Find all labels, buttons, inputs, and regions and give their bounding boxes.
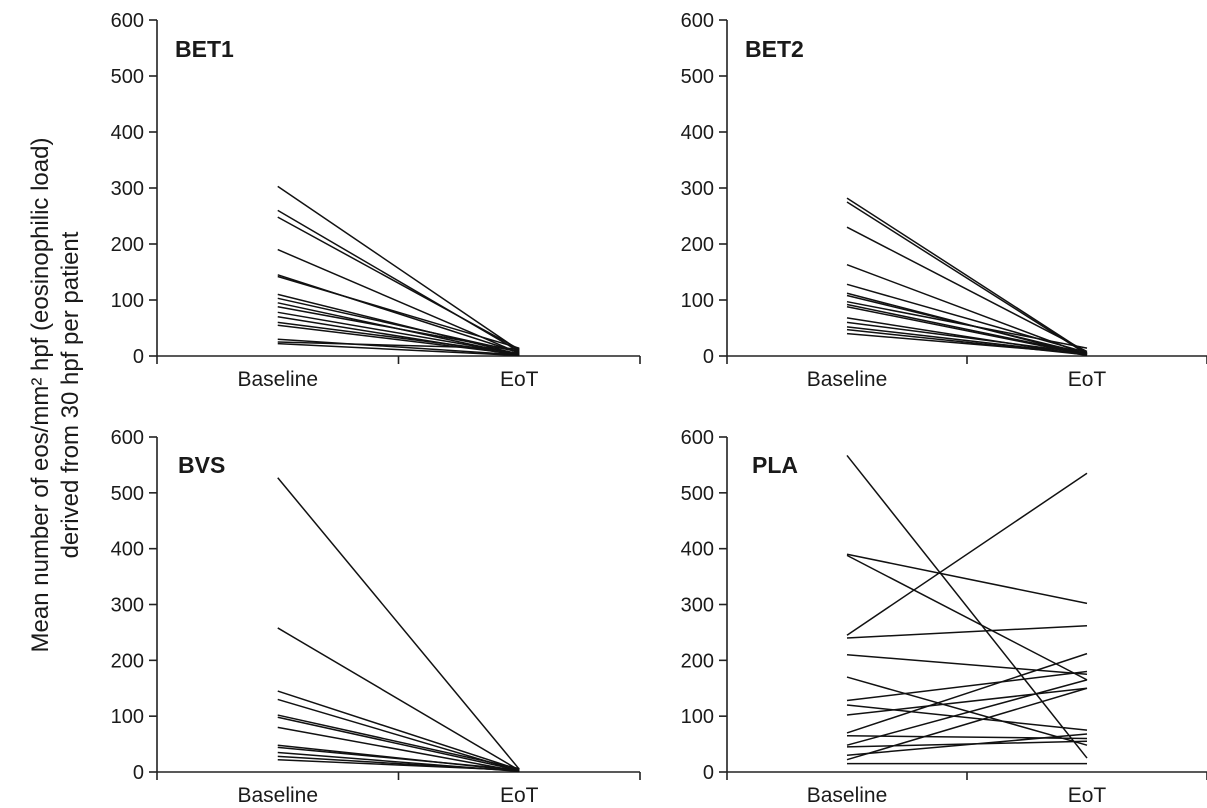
panel-bet1-patient-line (277, 185, 520, 352)
panel-pla-patient-line (846, 654, 1088, 676)
panel-pla-patient-line (846, 704, 1088, 731)
panel-pla-y-tick-label: 400 (681, 539, 714, 561)
panel-pla-patient-line (846, 624, 1088, 639)
panel-bet2-y-tick-label: 600 (681, 10, 714, 32)
panel-pla-x-tick-label: EoT (1068, 784, 1107, 807)
panel-bvs-x-tick-label: Baseline (237, 784, 318, 807)
panel-pla-y-tick-label: 600 (681, 427, 714, 449)
panel-bet1-y-tick-label: 500 (111, 66, 144, 88)
panel-bet1-y-tick-label: 100 (111, 290, 144, 312)
panel-pla-patient-line (846, 472, 1088, 636)
panel-pla-patient-line (846, 670, 1088, 702)
panel-bet2-patient-line (846, 197, 1088, 354)
panel-bvs-patient-line (277, 690, 520, 771)
panel-bet1-title: BET1 (175, 36, 234, 62)
panel-bvs-patient-line (277, 746, 520, 771)
panel-bet2-patient-line (846, 201, 1088, 355)
panel-bvs: 0 100 200 300 400 500 600 Baseline EoT BVS (111, 427, 641, 807)
panel-bvs-title: BVS (178, 452, 225, 478)
panel-bet1-patient-line (277, 324, 520, 356)
panel-bet2-patient-line (846, 283, 1088, 354)
panel-bet1-patient-line (277, 341, 520, 350)
panel-bvs-y-tick-label: 500 (111, 483, 144, 505)
panel-pla-patient-line (846, 687, 1088, 761)
panel-bvs-patient-line (277, 758, 520, 772)
panel-bvs-y-tick-label: 400 (111, 539, 144, 561)
panel-bet2-y-tick-label: 0 (703, 346, 714, 368)
y-axis-title-line2: derived from 30 hpf per patient (57, 231, 84, 558)
panel-bvs-y-tick-label: 300 (111, 595, 144, 617)
panel-pla-patient-line (846, 676, 1088, 746)
panel-bet2-x-tick-label: EoT (1068, 368, 1107, 391)
panel-pla-x-tick-label: Baseline (807, 784, 888, 807)
panel-pla: 0 100 200 300 400 500 600 Baseline EoT PLA (681, 427, 1207, 807)
panel-bet2-patient-line (846, 332, 1088, 355)
panel-bvs-patient-line (277, 716, 520, 772)
panel-bet1-y-tick-label: 400 (111, 122, 144, 144)
panel-bet1-y-tick-label: 600 (111, 10, 144, 32)
panel-bet1-patient-line (277, 275, 520, 349)
panel-bet1-x-tick-label: Baseline (237, 368, 318, 391)
panel-pla-y-tick-label: 300 (681, 595, 714, 617)
panel-bet2-y-tick-label: 300 (681, 178, 714, 200)
panel-bet1-y-tick-label: 200 (111, 234, 144, 256)
panel-pla-patient-line (846, 687, 1088, 716)
panel-pla-patient-line (846, 454, 1088, 759)
panel-pla-patient-line (846, 733, 1088, 756)
panel-bvs-y-tick-label: 200 (111, 650, 144, 672)
panel-pla-patient-line (846, 652, 1088, 734)
panel-bet1-patient-line (277, 305, 520, 352)
panel-pla-patient-line (846, 554, 1088, 681)
panel-bet1-patient-line (277, 216, 520, 350)
panel-bet1-patient-line (277, 209, 520, 353)
panel-bvs-patient-line (277, 627, 520, 771)
panel-pla-y-tick-label: 100 (681, 706, 714, 728)
panel-bet1-patient-line (277, 338, 520, 356)
panel-bet2-y-tick-label: 400 (681, 122, 714, 144)
panel-bet2-patient-line (846, 305, 1088, 356)
panel-bvs-y-tick-label: 100 (111, 706, 144, 728)
panel-bet2-y-tick-label: 200 (681, 234, 714, 256)
panel-pla-patient-line (846, 553, 1088, 605)
panel-bet1-y-tick-label: 0 (133, 346, 144, 368)
panel-bvs-x-tick-label: EoT (500, 784, 539, 807)
panel-pla-y-tick-label: 500 (681, 483, 714, 505)
panel-bet2-y-tick-label: 100 (681, 290, 714, 312)
y-axis-title-line1: Mean number of eos/mm² hpf (eosinophilic… (27, 138, 54, 653)
panel-pla-y-tick-label: 200 (681, 650, 714, 672)
panel-bet2: 0 100 200 300 400 500 600 Baseline EoT BET2 (681, 10, 1207, 391)
panel-pla-patient-line (846, 679, 1088, 746)
panel-bvs-patient-line (277, 726, 520, 773)
panel-bet2-patient-line (846, 300, 1088, 349)
panels: 0 100 200 300 400 500 600 Baseline EoT BET1 0 100 20… (111, 10, 1207, 807)
panel-bet1-patient-line (277, 342, 520, 357)
panel-bet1-x-tick-label: EoT (500, 368, 539, 391)
panel-bet2-x-tick-label: Baseline (807, 368, 888, 391)
panel-bvs-patient-line (277, 714, 520, 770)
panel-bet1: 0 100 200 300 400 500 600 Baseline EoT BET1 (111, 10, 641, 391)
panel-bet2-patient-line (846, 226, 1088, 353)
panel-bet1-y-tick-label: 300 (111, 178, 144, 200)
panel-bvs-y-tick-label: 0 (133, 762, 144, 784)
panel-bvs-y-tick-label: 600 (111, 427, 144, 449)
panel-bet2-title: BET2 (745, 36, 804, 62)
panel-pla-y-tick-label: 0 (703, 762, 714, 784)
panel-bet2-patient-line (846, 303, 1088, 356)
panel-bvs-patient-line (277, 477, 520, 770)
panel-bet2-patient-line (846, 321, 1088, 354)
panel-bet2-y-tick-label: 500 (681, 66, 714, 88)
panel-pla-title: PLA (752, 452, 798, 478)
